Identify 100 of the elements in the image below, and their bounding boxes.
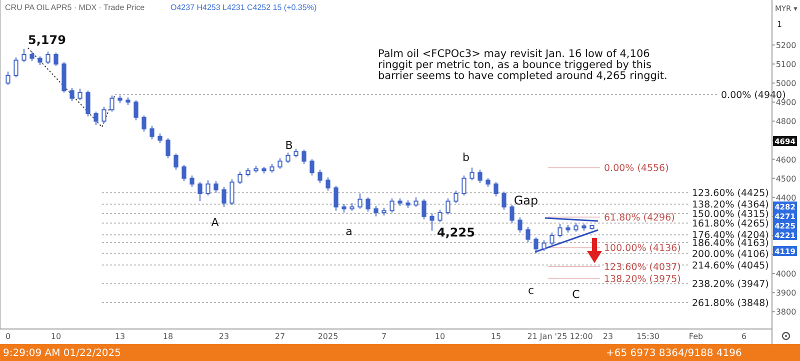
x-tick-label: 10	[434, 332, 446, 341]
candlestick	[230, 178, 234, 206]
candlestick	[470, 167, 474, 181]
ref-line-label: 186.40% (4163)	[692, 238, 769, 250]
candlestick	[494, 182, 498, 197]
x-tick-label: 13	[114, 332, 126, 341]
x-tick-label: 6	[741, 332, 747, 341]
candlestick	[78, 88, 82, 101]
candlestick	[206, 180, 210, 196]
chart-title: CRU PA OIL APR5 · MDX · Trade Price	[5, 3, 146, 12]
candlestick	[534, 236, 538, 254]
chart-subtitle: O4237 H4253 L4231 C4252 15 (+0.35%)	[170, 3, 317, 12]
y-tick-label: 3800	[776, 308, 796, 317]
candlestick	[142, 114, 146, 132]
x-tick-label: 10	[50, 332, 62, 341]
candlestick	[150, 125, 154, 140]
x-tick-label: 23	[602, 332, 614, 341]
y-tick-label: 4600	[776, 155, 796, 164]
candlestick	[358, 193, 362, 210]
candlestick	[550, 232, 554, 246]
candlestick	[374, 205, 378, 217]
x-tick-label: Feb	[688, 332, 704, 341]
annotation: b	[462, 151, 470, 164]
candlestick	[198, 182, 202, 202]
candlestick	[86, 90, 90, 117]
candlestick	[22, 48, 26, 63]
annotation: Palm oil <FCPOc3> may revisit Jan. 16 low of 4,106 ringgit per metric ton, as a bounce triggered by this barrier seems to have completed around 4,265 ringgit.	[378, 48, 668, 82]
y-tick-label: 4400	[776, 193, 796, 202]
x-tick-label: 15	[490, 332, 502, 341]
ref-line-label: 214.60% (4045)	[692, 260, 769, 272]
candlestick	[190, 174, 194, 188]
candlestick	[310, 158, 314, 176]
candlestick	[558, 224, 562, 238]
candlestick	[214, 180, 218, 194]
candlestick	[542, 240, 546, 252]
candlestick	[366, 196, 370, 212]
annotation: c	[528, 284, 534, 297]
candlestick	[174, 153, 178, 170]
ref-line-label: 100.00% (4136)	[604, 243, 681, 254]
candlestick	[134, 100, 138, 121]
candlestick	[158, 133, 162, 144]
ref-line-label: 138.20% (3975)	[604, 274, 681, 285]
candlestick	[526, 226, 530, 243]
candlestick	[70, 87, 74, 102]
candlestick	[446, 198, 450, 216]
ref-line-label: 0.00% (4940)	[721, 90, 786, 101]
candlestick	[462, 174, 466, 196]
text: +65 6973 8364/9188 4196	[606, 348, 742, 359]
candlestick	[422, 198, 426, 220]
candlestick	[518, 216, 522, 234]
candlestick	[46, 51, 50, 65]
candlestick	[166, 138, 170, 159]
candlestick	[318, 169, 322, 184]
x-tick-label: 7	[381, 332, 387, 341]
y-tick-label: 5200	[776, 40, 796, 50]
candlestick	[222, 186, 226, 208]
candlestick	[478, 169, 482, 184]
candlestick	[510, 204, 514, 224]
candlestick	[278, 158, 282, 170]
ref-line-label: 161.80% (4265)	[692, 218, 769, 230]
candlestick	[502, 191, 506, 210]
candlestick	[302, 149, 306, 165]
candlestick	[390, 198, 394, 214]
candlestick	[6, 71, 10, 86]
x-tick-label: 18	[162, 332, 174, 341]
y-tick-label: 4900	[776, 98, 796, 108]
annotation: 4,225	[437, 226, 475, 240]
ref-line-label: 261.80% (3848)	[692, 298, 769, 310]
y-tick-label: 4500	[776, 174, 796, 184]
annotation: B	[285, 139, 293, 152]
ref-line-label: 123.60% (4037)	[604, 262, 681, 274]
annotation: 5,179	[28, 32, 66, 47]
ref-line-label: 123.60% (4425)	[692, 188, 769, 200]
annotation: C	[572, 288, 580, 301]
ref-line-label: 138.20% (4364)	[692, 200, 769, 211]
candlestick	[334, 185, 338, 212]
candlestick	[238, 171, 242, 185]
annotation: a	[346, 225, 352, 238]
x-tick-label: 23	[218, 332, 230, 341]
candlestick	[110, 94, 114, 112]
candlestick	[414, 196, 418, 208]
candlestick	[14, 56, 18, 78]
x-tick-label: 21 Jan '25 12:00	[527, 332, 593, 341]
candlestick	[30, 51, 34, 62]
candlestick	[54, 52, 58, 66]
text: 9:29:09 AM 01/22/2025	[3, 348, 122, 359]
candlestick	[286, 152, 290, 164]
y-tick-label: 5100	[776, 60, 796, 70]
x-tick-label: 2025	[318, 332, 338, 341]
y-tick-label: 4800	[776, 117, 796, 126]
candlestick	[182, 164, 186, 182]
y-tick-label: 3900	[776, 288, 796, 298]
candlestick	[102, 106, 106, 124]
y-tick-label: 5000	[776, 79, 796, 88]
annotation: Gap	[514, 193, 538, 208]
ref-line-label: 150.00% (4315)	[692, 209, 769, 220]
ref-line-label: 238.20% (3947)	[692, 279, 769, 290]
annotation: A	[211, 216, 220, 229]
ref-line-label: 200.00% (4106)	[692, 248, 769, 260]
candlestick	[454, 190, 458, 204]
